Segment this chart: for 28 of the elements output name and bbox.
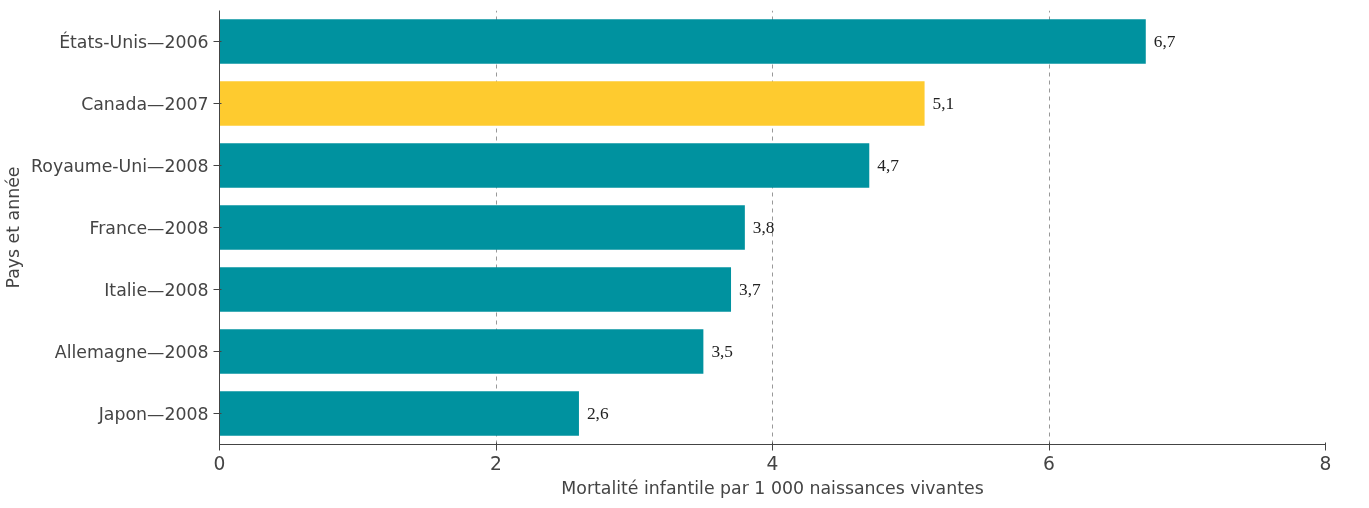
y-tick-label: États-Unis—2006 bbox=[59, 30, 209, 52]
x-tick-label: 0 bbox=[213, 452, 226, 474]
x-tick-label: 4 bbox=[766, 452, 779, 474]
y-tick-label: Royaume-Uni—2008 bbox=[31, 155, 209, 176]
x-axis-title: Mortalité infantile par 1 000 naissances vivantes bbox=[561, 477, 984, 498]
y-tick-label: Allemagne—2008 bbox=[54, 341, 209, 362]
bar bbox=[219, 205, 745, 250]
y-tick-label: Italie—2008 bbox=[104, 279, 209, 300]
y-axis-title: Pays et année bbox=[3, 166, 24, 289]
x-tick-label: 6 bbox=[1043, 452, 1055, 474]
bar bbox=[219, 267, 732, 312]
data-label: 3,8 bbox=[752, 218, 775, 237]
bar bbox=[219, 329, 704, 374]
x-tick-label: 8 bbox=[1319, 452, 1332, 474]
bar bbox=[219, 19, 1146, 64]
bar bbox=[219, 143, 870, 188]
data-label: 3,7 bbox=[739, 280, 762, 299]
data-label: 4,7 bbox=[877, 156, 900, 175]
data-label: 2,6 bbox=[586, 404, 609, 423]
x-tick-label: 2 bbox=[490, 452, 502, 474]
y-tick-label: Japon—2008 bbox=[97, 403, 209, 424]
data-label: 6,7 bbox=[1153, 32, 1176, 51]
y-tick-label: Canada—2007 bbox=[81, 93, 209, 114]
data-label: 3,5 bbox=[711, 342, 734, 361]
y-tick-label: France—2008 bbox=[89, 217, 209, 238]
bar bbox=[219, 391, 579, 436]
data-label: 5,1 bbox=[932, 94, 955, 113]
bar bbox=[219, 81, 925, 126]
